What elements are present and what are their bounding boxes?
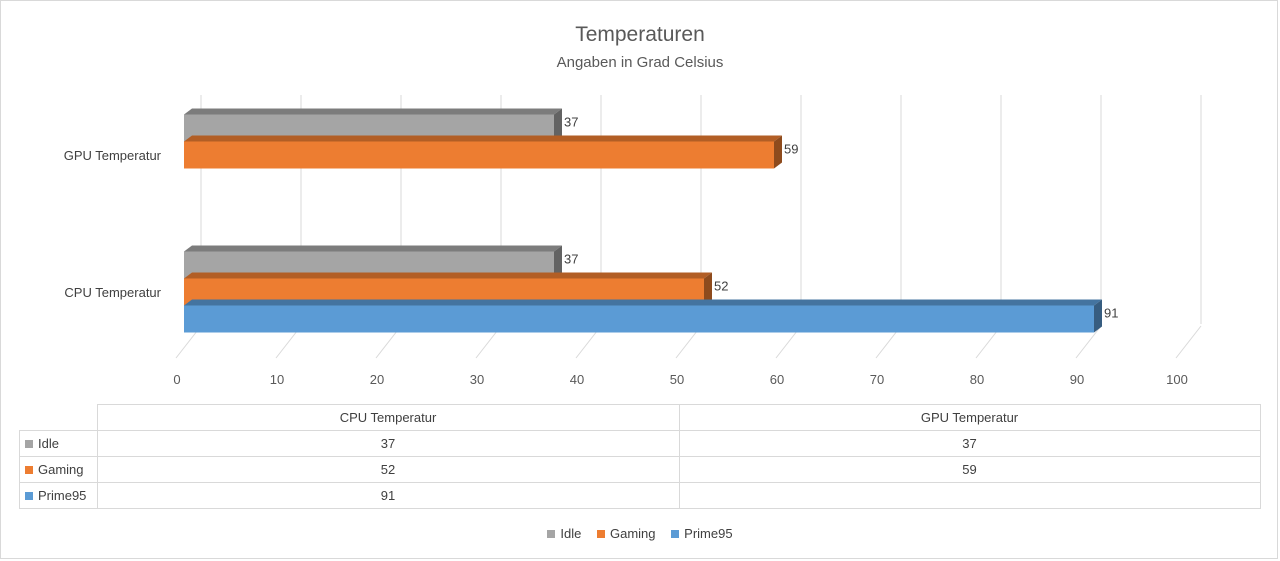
- legend-key-icon: [25, 440, 33, 448]
- x-tick-label: 20: [370, 372, 384, 387]
- bar-top-face: [184, 272, 712, 279]
- bar: [184, 141, 774, 169]
- floor-gridline: [1075, 325, 1102, 359]
- legend-swatch-icon: [671, 530, 680, 538]
- data-table-row-label: Gaming: [19, 456, 98, 483]
- x-tick-label: 40: [570, 372, 584, 387]
- legend-item-idle: Idle: [547, 526, 581, 541]
- bars: [184, 108, 1102, 333]
- x-axis-tick-labels: 0 10 20 30 40 50 60 70 80 90 100: [173, 372, 1187, 387]
- legend-key-icon: [25, 466, 33, 474]
- data-table-row-label: Prime95: [19, 482, 98, 509]
- data-table-cell: [678, 482, 1261, 509]
- bar-top-face: [184, 135, 782, 142]
- bar-end-face: [704, 272, 712, 306]
- category-label: GPU Temperatur: [64, 148, 162, 163]
- data-label: 59: [784, 142, 798, 157]
- data-label: 52: [714, 279, 728, 294]
- bar-end-face: [554, 108, 562, 142]
- data-table-header-row: CPU Temperatur GPU Temperatur: [19, 404, 1261, 431]
- data-label: 37: [564, 115, 578, 130]
- x-tick-label: 60: [770, 372, 784, 387]
- data-label: 37: [564, 252, 578, 267]
- legend: Idle Gaming Prime95: [0, 526, 1280, 541]
- data-labels: 37 52 91 37 59: [564, 115, 1118, 321]
- bar-top-face: [184, 245, 562, 252]
- data-table-row: Gaming 52 59: [19, 456, 1261, 483]
- data-table-cell: 59: [678, 456, 1261, 483]
- legend-item-gaming: Gaming: [597, 526, 656, 541]
- x-tick-label: 50: [670, 372, 684, 387]
- bar-end-face: [554, 245, 562, 279]
- x-tick-label: 70: [870, 372, 884, 387]
- x-tick-label: 80: [970, 372, 984, 387]
- bar-top-face: [184, 299, 1102, 306]
- data-table-cell: 91: [96, 482, 680, 509]
- bar-end-face: [1094, 299, 1102, 333]
- category-label: CPU Temperatur: [64, 285, 161, 300]
- chart-title: Temperaturen: [575, 23, 705, 46]
- data-table: CPU Temperatur GPU Temperatur Idle 37 37…: [19, 404, 1261, 509]
- bar: [184, 305, 1094, 333]
- x-tick-label: 90: [1070, 372, 1084, 387]
- data-table-cell: 37: [678, 430, 1261, 457]
- data-table-row: Prime95 91: [19, 482, 1261, 509]
- x-tick-label: 30: [470, 372, 484, 387]
- floor-gridline: [1175, 325, 1202, 359]
- legend-swatch-icon: [547, 530, 556, 538]
- x-tick-label: 0: [173, 372, 180, 387]
- x-tick-label: 100: [1166, 372, 1188, 387]
- legend-key-icon: [25, 492, 33, 500]
- data-table-cell: 37: [96, 430, 680, 457]
- bar-top-face: [184, 108, 562, 115]
- data-label: 91: [1104, 306, 1118, 321]
- data-table-header-gpu: GPU Temperatur: [678, 404, 1261, 431]
- data-table-row: Idle 37 37: [19, 430, 1261, 457]
- legend-swatch-icon: [597, 530, 605, 538]
- data-table-row-label: Idle: [19, 430, 98, 457]
- chart-plot: 37 52 91 37 59 0 10 20 30 40 50 60 70 80 90 100 CPU Te…: [64, 95, 1202, 387]
- y-axis-category-labels: CPU Temperatur GPU Temperatur: [64, 148, 162, 300]
- chart-subtitle: Angaben in Grad Celsius: [556, 54, 724, 71]
- data-table-corner: [19, 404, 98, 431]
- bar-end-face: [774, 135, 782, 169]
- data-table-cell: 52: [96, 456, 680, 483]
- data-table-header-cpu: CPU Temperatur: [96, 404, 680, 431]
- x-tick-label: 10: [270, 372, 284, 387]
- legend-item-prime95: Prime95: [671, 526, 733, 541]
